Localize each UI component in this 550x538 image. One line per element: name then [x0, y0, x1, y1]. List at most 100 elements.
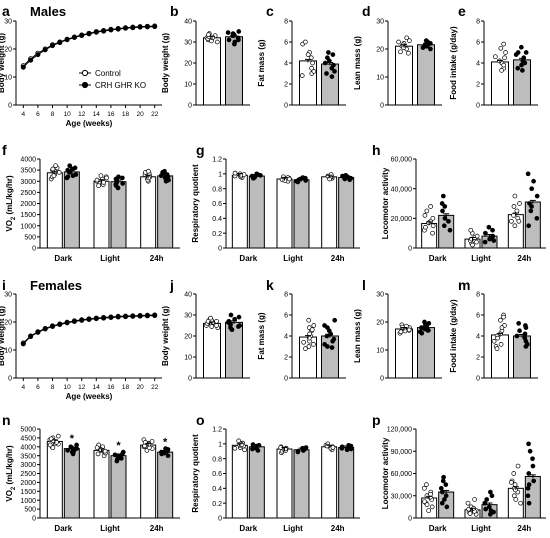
- bar-control: [140, 444, 157, 519]
- bar-ko: [248, 446, 265, 519]
- bar-control: [203, 37, 221, 106]
- data-point-ko: [491, 509, 496, 515]
- data-point-ko: [67, 163, 73, 169]
- y-tick-label: 0.4: [212, 216, 222, 223]
- data-point-ko: [50, 323, 56, 329]
- data-point-ko: [329, 345, 335, 350]
- data-point-ko: [236, 29, 242, 34]
- data-point-control: [498, 342, 504, 347]
- y-tick-label: 0: [284, 376, 288, 383]
- data-point-ko: [526, 471, 532, 476]
- data-point-ko: [123, 314, 129, 320]
- y-tick-label: 0.2: [212, 501, 222, 508]
- data-point-ko: [517, 328, 522, 334]
- data-point-ko: [488, 489, 493, 495]
- data-point-ko: [428, 46, 433, 52]
- significance-star: *: [116, 440, 121, 452]
- data-point-ko: [137, 313, 143, 319]
- data-point-ko: [529, 204, 534, 209]
- chart-panel-d: 0 10 20 30 Lean mass (g): [353, 19, 442, 110]
- data-point-control: [311, 342, 316, 347]
- data-point-ko: [71, 318, 77, 324]
- bar-ko: [225, 36, 243, 106]
- data-point-ko: [93, 316, 99, 322]
- data-point-ko: [438, 485, 444, 491]
- data-point-control: [494, 346, 500, 351]
- y-axis-label: VO2 (mL/kg/hr): [5, 445, 17, 502]
- data-point-control: [491, 338, 497, 344]
- data-point-ko: [64, 320, 70, 326]
- data-point-control: [328, 172, 334, 177]
- data-point-ko: [534, 193, 540, 199]
- data-point-control: [428, 491, 433, 497]
- data-point-ko: [443, 493, 449, 499]
- bar-control: [395, 328, 413, 379]
- data-point-control: [424, 208, 430, 214]
- data-point-ko: [328, 331, 333, 337]
- x-tick-label: 4: [21, 111, 25, 118]
- y-tick-label: 0: [32, 516, 36, 523]
- y-tick-label: 0: [218, 246, 222, 253]
- y-tick-label: 8: [284, 19, 288, 26]
- data-point-control: [501, 62, 507, 68]
- x-category-label: Light: [100, 254, 120, 263]
- x-tick-label: 16: [107, 384, 115, 391]
- bar-control: [321, 176, 338, 249]
- data-point-ko: [531, 478, 537, 484]
- y-axis-label-rest: (mL/kg/hr): [5, 445, 14, 487]
- panel-letters: a b c d e f g h i j k l m n o p: [2, 3, 470, 428]
- data-point-control: [512, 223, 518, 229]
- data-point-ko: [514, 333, 520, 339]
- panel-letter-d: d: [362, 3, 371, 19]
- x-tick-label: 6: [36, 111, 40, 118]
- data-point-ko: [331, 336, 337, 342]
- panel-letter-k: k: [266, 277, 274, 293]
- data-point-control: [94, 177, 100, 183]
- y-tick-label: 4: [476, 61, 480, 68]
- data-point-ko: [20, 64, 26, 70]
- chart-panel-j: 0 10 20 30 40 Body weight (g): [161, 292, 250, 383]
- y-tick-label: 5000: [20, 427, 36, 434]
- data-point-ko: [228, 312, 234, 318]
- data-point-control: [509, 480, 514, 485]
- data-point-control: [499, 325, 505, 330]
- data-point-ko: [123, 25, 129, 31]
- x-tick-label: 20: [136, 384, 144, 391]
- data-point-ko: [520, 67, 525, 73]
- data-point-ko: [522, 335, 528, 341]
- x-tick-label: 12: [78, 111, 86, 118]
- x-tick-label: 16: [107, 111, 115, 118]
- y-tick-label: 4000: [20, 157, 36, 164]
- data-point-ko: [42, 326, 48, 332]
- data-point-ko: [20, 341, 26, 347]
- data-point-ko: [489, 493, 495, 499]
- data-point-ko: [522, 331, 528, 337]
- x-axis-label: Age (weeks): [66, 392, 113, 401]
- y-tick-label: 0: [284, 103, 288, 110]
- y-tick-label: 0.8: [212, 186, 222, 193]
- y-tick-label: 6: [284, 313, 288, 320]
- y-tick-label: 0: [188, 376, 192, 383]
- data-point-control: [474, 233, 480, 239]
- data-point-control: [330, 445, 336, 450]
- y-tick-label: 6: [284, 40, 288, 47]
- x-category-label: Dark: [54, 254, 72, 263]
- data-point-ko: [441, 223, 447, 229]
- data-point-control: [102, 448, 108, 454]
- data-point-control: [305, 52, 311, 57]
- legend-item-control: Control: [79, 69, 121, 78]
- y-axis-label: Food intake (g/day): [449, 299, 458, 373]
- x-category-label: 24h: [517, 524, 531, 533]
- x-category-label: Light: [100, 524, 120, 533]
- y-tick-label: 10: [4, 75, 12, 82]
- data-point-ko: [443, 482, 449, 487]
- data-point-ko: [527, 448, 533, 454]
- y-tick-label: 0: [188, 103, 192, 110]
- y-axis-label: Respiratory quotient: [191, 164, 200, 243]
- legend-item-ko: CRH GHR KO: [79, 81, 146, 90]
- y-tick-label: 0.6: [212, 201, 222, 208]
- legend-label-control: Control: [95, 69, 121, 78]
- y-tick-label: 0: [380, 376, 384, 383]
- data-point-ko: [530, 463, 536, 469]
- data-point-ko: [108, 315, 114, 321]
